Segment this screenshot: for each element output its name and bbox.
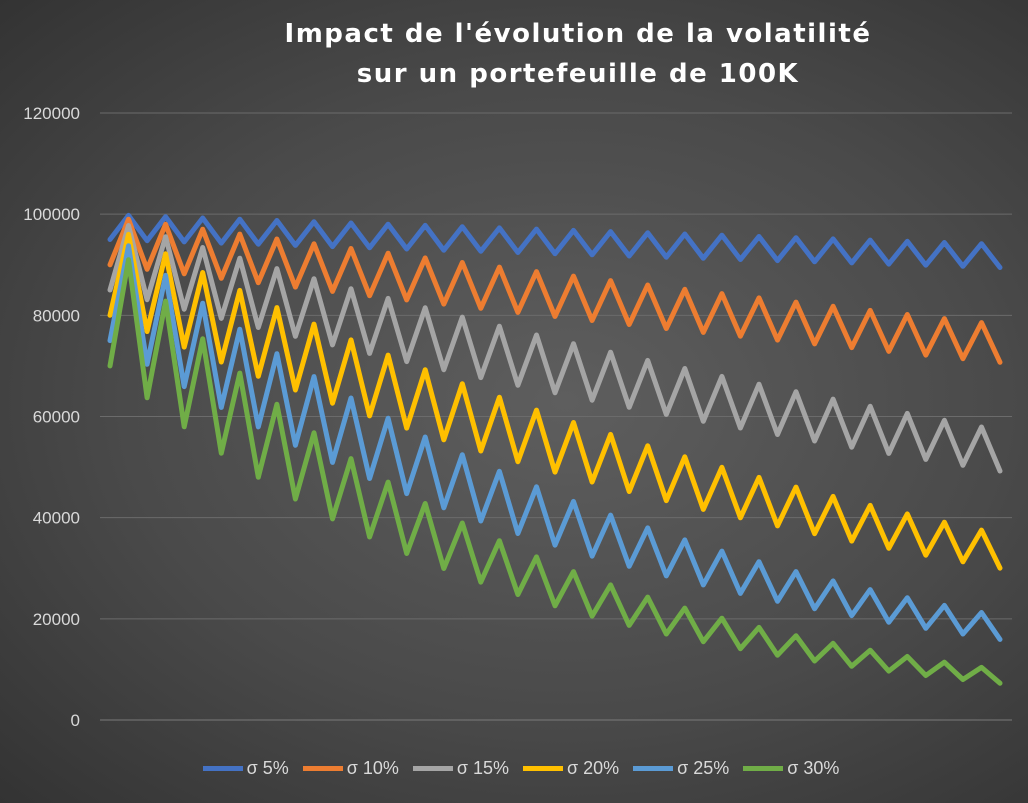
legend-item: σ 15% — [412, 758, 509, 779]
legend-label: σ 15% — [456, 758, 509, 778]
y-tick-label: 60000 — [33, 408, 80, 427]
chart-title-line-2: sur un portefeuille de 100K — [356, 59, 800, 89]
legend-swatch — [412, 766, 453, 771]
series-line — [107, 257, 1003, 686]
y-tick-label: 100000 — [23, 205, 80, 224]
legend-swatch — [202, 766, 243, 771]
series-line — [107, 223, 1003, 474]
legend-item: σ 20% — [523, 758, 619, 779]
y-tick-label: 40000 — [33, 509, 80, 528]
legend-label: σ 25% — [677, 758, 730, 778]
legend-label: σ 5% — [246, 758, 289, 778]
series-line — [107, 212, 1003, 270]
series-line — [107, 216, 1003, 365]
y-tick-label: 0 — [71, 711, 80, 730]
y-tick-label: 20000 — [33, 610, 80, 629]
legend-label: σ 10% — [346, 758, 399, 778]
legend-item: σ 30% — [743, 758, 839, 779]
chart-title-line-1: Impact de l'évolution de la volatilité — [284, 19, 872, 49]
legend: σ 5% σ 10% σ 15% σ 20% σ 25% σ 30% — [0, 758, 1028, 779]
legend-swatch — [633, 766, 674, 771]
legend-swatch — [302, 766, 343, 771]
legend-label: σ 20% — [567, 758, 620, 778]
legend-item: σ 5% — [202, 758, 289, 779]
legend-swatch — [523, 766, 563, 771]
chart-title: Impact de l'évolution de la volatilité s… — [150, 14, 1006, 94]
legend-label: σ 30% — [787, 758, 840, 778]
y-tick-label: 120000 — [23, 104, 80, 123]
legend-swatch — [743, 766, 784, 771]
y-tick-label: 80000 — [33, 306, 80, 325]
series-line — [107, 243, 1003, 642]
legend-item: σ 25% — [633, 758, 729, 779]
series-line — [107, 231, 1003, 571]
legend-item: σ 10% — [302, 758, 399, 779]
